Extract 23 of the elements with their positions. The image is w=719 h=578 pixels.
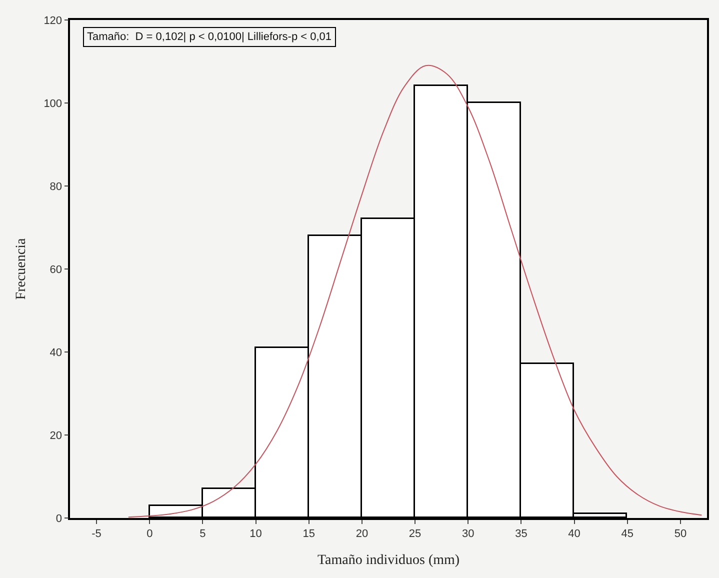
y-tick-label: 40 — [50, 346, 62, 359]
annotation: Tamaño: D = 0,102| p < 0,0100| Lilliefors-p < 0,01 — [87, 31, 332, 43]
x-tick-label: 0 — [146, 528, 153, 540]
x-tick-label: 40 — [568, 528, 580, 540]
x-tick-label: 10 — [250, 528, 262, 540]
x-tick-label: 5 — [200, 528, 206, 540]
x-tick-label: 45 — [621, 528, 634, 540]
y-axis-title: Frecuencia — [14, 238, 29, 300]
y-tick-label: 120 — [44, 14, 62, 27]
y-tick-label: 100 — [44, 98, 62, 110]
x-axis-title: Tamaño individuos (mm) — [317, 552, 460, 568]
x-tick-label: 20 — [356, 528, 368, 540]
y-tick-label: 80 — [50, 180, 62, 193]
x-tick-label: 25 — [408, 528, 422, 540]
line-series — [128, 65, 702, 518]
y-tick-label: 0 — [56, 512, 62, 525]
x-tick-label: 35 — [515, 528, 528, 540]
x-tick-label: 15 — [302, 528, 316, 540]
x-tick-label: -5 — [92, 528, 102, 540]
x-tick-label: 50 — [674, 528, 687, 540]
y-tick-label: 60 — [50, 264, 62, 276]
x-tick-label: 30 — [462, 528, 474, 540]
y-tick-label: 20 — [50, 430, 62, 442]
